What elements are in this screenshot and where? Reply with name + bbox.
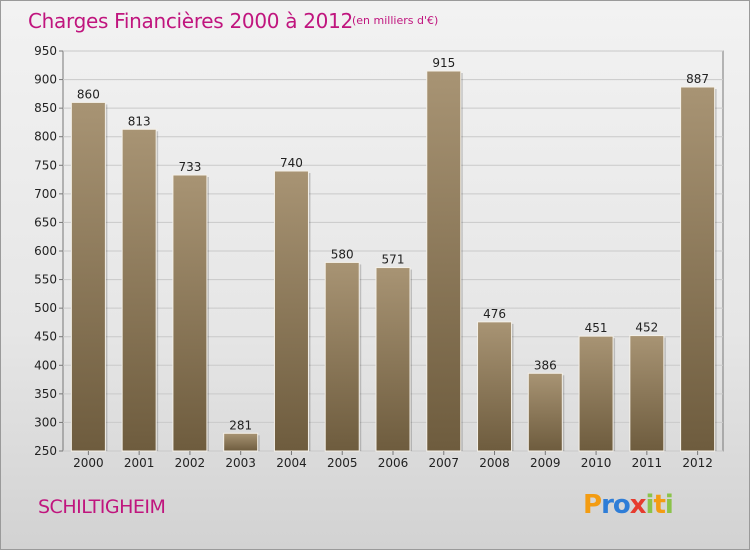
y-tick-label: 650 (34, 215, 57, 229)
y-tick-label: 400 (34, 358, 57, 372)
proxiti-logo[interactable]: Proxiti (583, 490, 674, 520)
y-tick-label: 850 (34, 101, 57, 115)
data-label: 386 (534, 358, 557, 372)
y-tick-label: 700 (34, 187, 57, 201)
y-tick-label: 450 (34, 330, 57, 344)
x-tick-label: 2000 (73, 456, 104, 470)
bars: 860 813 733 281 740 580 571 915 476 386 451 452 887 (70, 56, 717, 452)
y-axis-tick-labels: 250 300 350 400 450 500 550 600 650 700 750 800 850 9… (34, 44, 57, 458)
y-tick-label: 750 (34, 158, 57, 172)
bar-2001 (121, 128, 157, 452)
y-tick-label: 950 (34, 44, 57, 58)
data-label: 887 (686, 72, 709, 86)
y-tick-label: 250 (34, 444, 57, 458)
x-tick-label: 2001 (124, 456, 155, 470)
x-axis-tick-labels: 2000 2001 2002 2003 2004 2005 2006 2007 2008 2009… (73, 451, 713, 470)
data-label: 915 (432, 56, 455, 70)
data-label: 813 (128, 114, 151, 128)
bar-2002 (172, 174, 208, 452)
y-tick-label: 600 (34, 244, 57, 258)
x-tick-label: 2007 (428, 456, 459, 470)
y-tick-label: 550 (34, 273, 57, 287)
x-tick-label: 2004 (276, 456, 307, 470)
x-tick-label: 2003 (225, 456, 256, 470)
x-tick-label: 2012 (682, 456, 713, 470)
data-label: 451 (585, 321, 608, 335)
bar-2004 (273, 170, 309, 452)
data-label: 860 (77, 87, 100, 101)
x-tick-label: 2011 (632, 456, 663, 470)
bar-2005 (324, 261, 360, 452)
bar-2007 (426, 70, 462, 452)
bar-2010 (578, 335, 614, 452)
logo-letter: P (583, 490, 602, 520)
y-tick-label: 800 (34, 130, 57, 144)
bar-2000 (70, 101, 106, 452)
data-label: 733 (178, 160, 201, 174)
data-label: 580 (331, 247, 354, 261)
bar-2012 (680, 86, 716, 452)
x-tick-label: 2005 (327, 456, 358, 470)
bar-2009 (527, 372, 563, 452)
logo-letter: r (601, 490, 614, 520)
data-label: 476 (483, 307, 506, 321)
y-tick-label: 500 (34, 301, 57, 315)
page-title: Charges Financières 2000 à 2012 (28, 9, 353, 33)
logo-letter: o (612, 490, 631, 520)
x-tick-label: 2008 (479, 456, 510, 470)
logo-letter: x (629, 490, 647, 520)
logo-letter: t (653, 490, 665, 520)
bar-2011 (629, 335, 665, 452)
city-name: SCHILTIGHEIM (38, 496, 166, 518)
y-tick-label: 300 (34, 415, 57, 429)
x-tick-label: 2009 (530, 456, 561, 470)
y-tick-label: 350 (34, 387, 57, 401)
x-tick-label: 2006 (378, 456, 409, 470)
bar-2006 (375, 267, 411, 452)
data-label: 740 (280, 156, 303, 170)
data-label: 571 (382, 253, 405, 267)
data-label: 281 (229, 418, 252, 432)
bar-2003 (223, 432, 259, 452)
data-label: 452 (635, 321, 658, 335)
bar-2008 (477, 321, 513, 452)
y-tick-label: 900 (34, 73, 57, 87)
x-tick-label: 2010 (581, 456, 612, 470)
logo-letter: i (664, 490, 674, 520)
x-tick-label: 2002 (175, 456, 206, 470)
chart-subtitle: (en milliers d'€) (352, 14, 439, 27)
logo-letter: i (645, 490, 655, 520)
